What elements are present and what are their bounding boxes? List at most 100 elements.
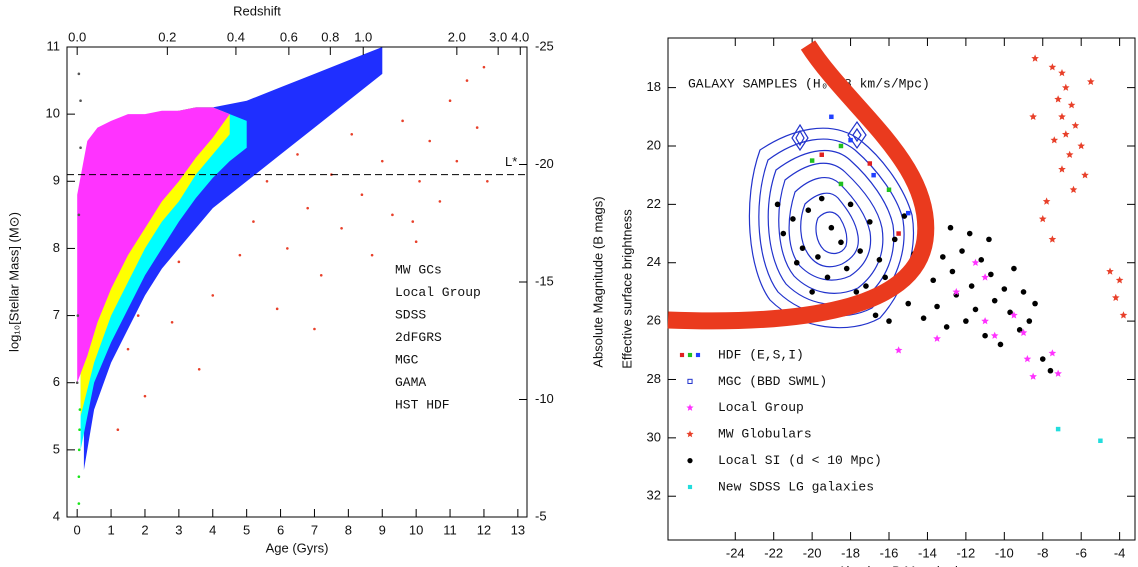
data-point xyxy=(978,257,985,263)
legend-marker xyxy=(687,458,693,464)
data-point xyxy=(934,303,940,310)
data-point xyxy=(838,181,844,187)
legend-label: New SDSS LG galaxies xyxy=(718,479,874,494)
y2-tick-label: -25 xyxy=(535,38,554,53)
x-tick-label: 8 xyxy=(345,522,352,537)
legend-label: Local Group xyxy=(718,400,804,415)
data-point xyxy=(876,257,883,263)
data-point xyxy=(136,314,140,317)
legend-marker xyxy=(686,404,694,411)
data-point xyxy=(780,230,787,237)
y-tick-label: 10 xyxy=(46,106,60,121)
data-point xyxy=(411,220,415,223)
x-tick-label: -18 xyxy=(841,545,860,560)
data-point xyxy=(360,193,364,197)
data-point xyxy=(77,213,81,217)
x-axis-label: Age (Gyrs) xyxy=(266,540,329,555)
data-point xyxy=(947,224,954,231)
data-point xyxy=(1039,356,1046,362)
data-point xyxy=(211,294,215,297)
data-point xyxy=(418,179,421,183)
data-point xyxy=(986,236,992,243)
data-point xyxy=(1081,171,1089,179)
data-point xyxy=(1106,267,1114,275)
data-point xyxy=(465,79,469,82)
data-point xyxy=(971,258,980,266)
data-point xyxy=(1019,328,1028,336)
x2-tick-label: 0.8 xyxy=(321,29,339,44)
data-point xyxy=(1115,276,1124,284)
data-point xyxy=(972,306,979,313)
x2-tick-label: 0.2 xyxy=(158,29,176,44)
legend-label: SDSS xyxy=(395,307,426,322)
data-point xyxy=(866,219,873,225)
x-tick-label: -22 xyxy=(764,545,783,560)
data-point xyxy=(197,367,201,371)
data-point xyxy=(838,239,844,246)
x-tick-label: -4 xyxy=(1114,545,1126,560)
data-point xyxy=(963,318,969,324)
y-tick-label: 11 xyxy=(47,38,61,53)
data-point xyxy=(952,287,961,296)
legend-label: GAMA xyxy=(395,375,426,390)
data-point xyxy=(350,132,354,136)
data-point xyxy=(819,152,824,157)
data-point xyxy=(886,318,892,324)
data-point xyxy=(1065,150,1074,158)
data-point xyxy=(1069,185,1078,193)
x2-tick-label: 3.0 xyxy=(489,29,507,44)
data-point xyxy=(78,428,81,432)
data-point xyxy=(296,153,299,156)
data-point xyxy=(78,408,82,411)
data-point xyxy=(1032,300,1038,307)
data-point xyxy=(1062,83,1070,91)
data-point xyxy=(882,274,888,281)
data-point xyxy=(1087,77,1095,85)
data-point xyxy=(1026,318,1033,324)
data-point xyxy=(809,289,815,295)
data-point xyxy=(79,146,82,150)
y2-tick-label: -15 xyxy=(535,273,554,288)
x-tick-label: -10 xyxy=(995,545,1014,560)
data-point xyxy=(252,220,255,223)
x-tick-label: 6 xyxy=(277,522,284,537)
x-tick-label: 4 xyxy=(209,522,216,537)
x-tick-label: 11 xyxy=(443,522,457,537)
data-point xyxy=(275,307,279,311)
data-point xyxy=(940,254,946,260)
x2-tick-label: 0.0 xyxy=(68,29,86,44)
overlay-layer xyxy=(667,40,935,330)
y-tick-label: 32 xyxy=(647,488,661,503)
reference-label: L* xyxy=(505,154,517,169)
data-point xyxy=(1038,215,1047,223)
data-point xyxy=(319,273,323,277)
data-point xyxy=(1048,349,1057,357)
x-tick-label: 10 xyxy=(409,522,423,537)
y-tick-label: 18 xyxy=(647,79,661,94)
data-point xyxy=(991,297,998,304)
data-point xyxy=(1042,197,1051,205)
data-point xyxy=(1020,289,1027,295)
data-point xyxy=(370,253,374,257)
data-point xyxy=(170,320,174,324)
x-tick-label: -12 xyxy=(956,545,975,560)
data-point xyxy=(1029,112,1037,120)
data-point xyxy=(988,271,994,278)
legend-label: MW GCs xyxy=(395,262,442,277)
data-point xyxy=(1001,286,1008,292)
data-point xyxy=(286,247,289,250)
x-tick-label: -14 xyxy=(918,545,937,560)
data-point xyxy=(790,216,796,222)
x-tick-label: -24 xyxy=(726,545,745,560)
y-tick-label: 7 xyxy=(53,307,60,322)
data-point xyxy=(1054,95,1062,103)
y2-tick-label: -10 xyxy=(535,391,554,406)
y-tick-label: 5 xyxy=(53,441,60,456)
x-tick-label: 5 xyxy=(243,522,250,537)
data-point xyxy=(482,65,486,69)
data-point xyxy=(905,300,912,307)
data-point xyxy=(853,289,860,295)
data-point xyxy=(891,236,898,243)
data-point xyxy=(982,332,988,339)
